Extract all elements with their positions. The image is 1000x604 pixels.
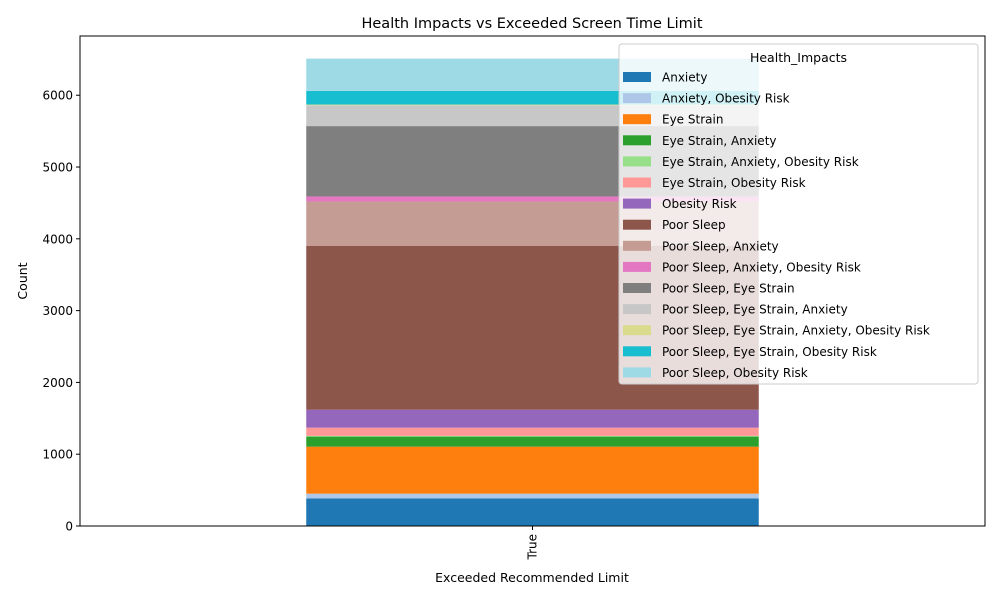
y-tick-label: 2000	[42, 376, 73, 390]
legend-swatch	[623, 367, 651, 378]
legend-entry-label: Poor Sleep, Anxiety, Obesity Risk	[662, 260, 861, 274]
legend-swatch	[623, 198, 651, 209]
legend-entry-label: Poor Sleep, Eye Strain	[662, 282, 795, 296]
legend-swatch	[623, 114, 651, 125]
bar-segment	[306, 446, 759, 494]
y-tick-label: 6000	[42, 89, 73, 103]
legend-entry-label: Obesity Risk	[662, 197, 737, 211]
legend-swatch	[623, 261, 651, 272]
bar-segment	[306, 427, 759, 436]
legend-entry-label: Eye Strain	[662, 113, 723, 127]
y-tick-label: 3000	[42, 304, 73, 318]
legend-entry-label: Eye Strain, Obesity Risk	[662, 176, 806, 190]
legend-entry-label: Poor Sleep, Eye Strain, Obesity Risk	[662, 345, 877, 359]
bar-segment	[306, 104, 759, 106]
legend-swatch	[623, 177, 651, 188]
y-axis-label: Count	[15, 262, 30, 299]
legend-swatch	[623, 219, 651, 230]
legend-swatch	[623, 346, 651, 357]
x-axis-label: Exceeded Recommended Limit	[435, 570, 629, 585]
legend-swatch	[623, 283, 651, 293]
legend-entry-label: Poor Sleep, Obesity Risk	[662, 366, 808, 380]
legend-entry-label: Poor Sleep	[662, 218, 726, 232]
y-tick-label: 4000	[42, 232, 73, 246]
legend-entry-label: Poor Sleep, Anxiety	[662, 239, 779, 253]
bar-segment	[306, 498, 759, 526]
legend-swatch	[623, 93, 651, 104]
bar-segment	[306, 409, 759, 428]
legend-swatch	[623, 135, 651, 146]
legend-entry-label: Anxiety, Obesity Risk	[662, 92, 790, 106]
legend: Health_Impacts Anxiety Anxiety, Obesity R…	[618, 43, 979, 385]
legend-swatch	[623, 304, 651, 315]
legend-entry-label: Eye Strain, Anxiety	[662, 134, 777, 148]
y-tick-label: 0	[65, 520, 73, 534]
bar-segment	[306, 436, 759, 447]
legend-swatch	[623, 325, 651, 336]
legend-title: Health_Impacts	[750, 50, 847, 65]
legend-entry-label: Anxiety	[662, 71, 707, 85]
bar-segment	[306, 196, 759, 202]
legend-swatch	[623, 156, 651, 167]
bar-segment	[306, 435, 759, 437]
x-tick-label: True	[526, 534, 540, 561]
x-axis: True	[526, 526, 540, 561]
y-axis: 0 1000 2000 3000 4000 5000 6000	[42, 89, 80, 534]
chart-title: Health Impacts vs Exceeded Screen Time L…	[361, 16, 702, 32]
bar-segment	[306, 493, 759, 499]
legend-box	[618, 43, 979, 385]
y-tick-label: 5000	[42, 161, 73, 175]
y-tick-label: 1000	[42, 448, 73, 462]
legend-entry-label: Poor Sleep, Eye Strain, Anxiety, Obesity…	[662, 324, 930, 338]
legend-swatch	[623, 72, 651, 82]
legend-entry-label: Poor Sleep, Eye Strain, Anxiety	[662, 303, 848, 317]
legend-swatch	[623, 240, 651, 251]
legend-entry-label: Eye Strain, Anxiety, Obesity Risk	[662, 155, 859, 169]
